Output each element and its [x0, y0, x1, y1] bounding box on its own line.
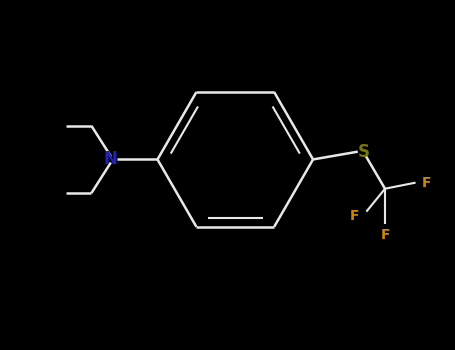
Text: S: S [358, 143, 369, 161]
Text: N: N [104, 150, 118, 168]
Text: F: F [350, 209, 359, 223]
Text: F: F [380, 229, 390, 243]
Text: F: F [422, 176, 431, 190]
